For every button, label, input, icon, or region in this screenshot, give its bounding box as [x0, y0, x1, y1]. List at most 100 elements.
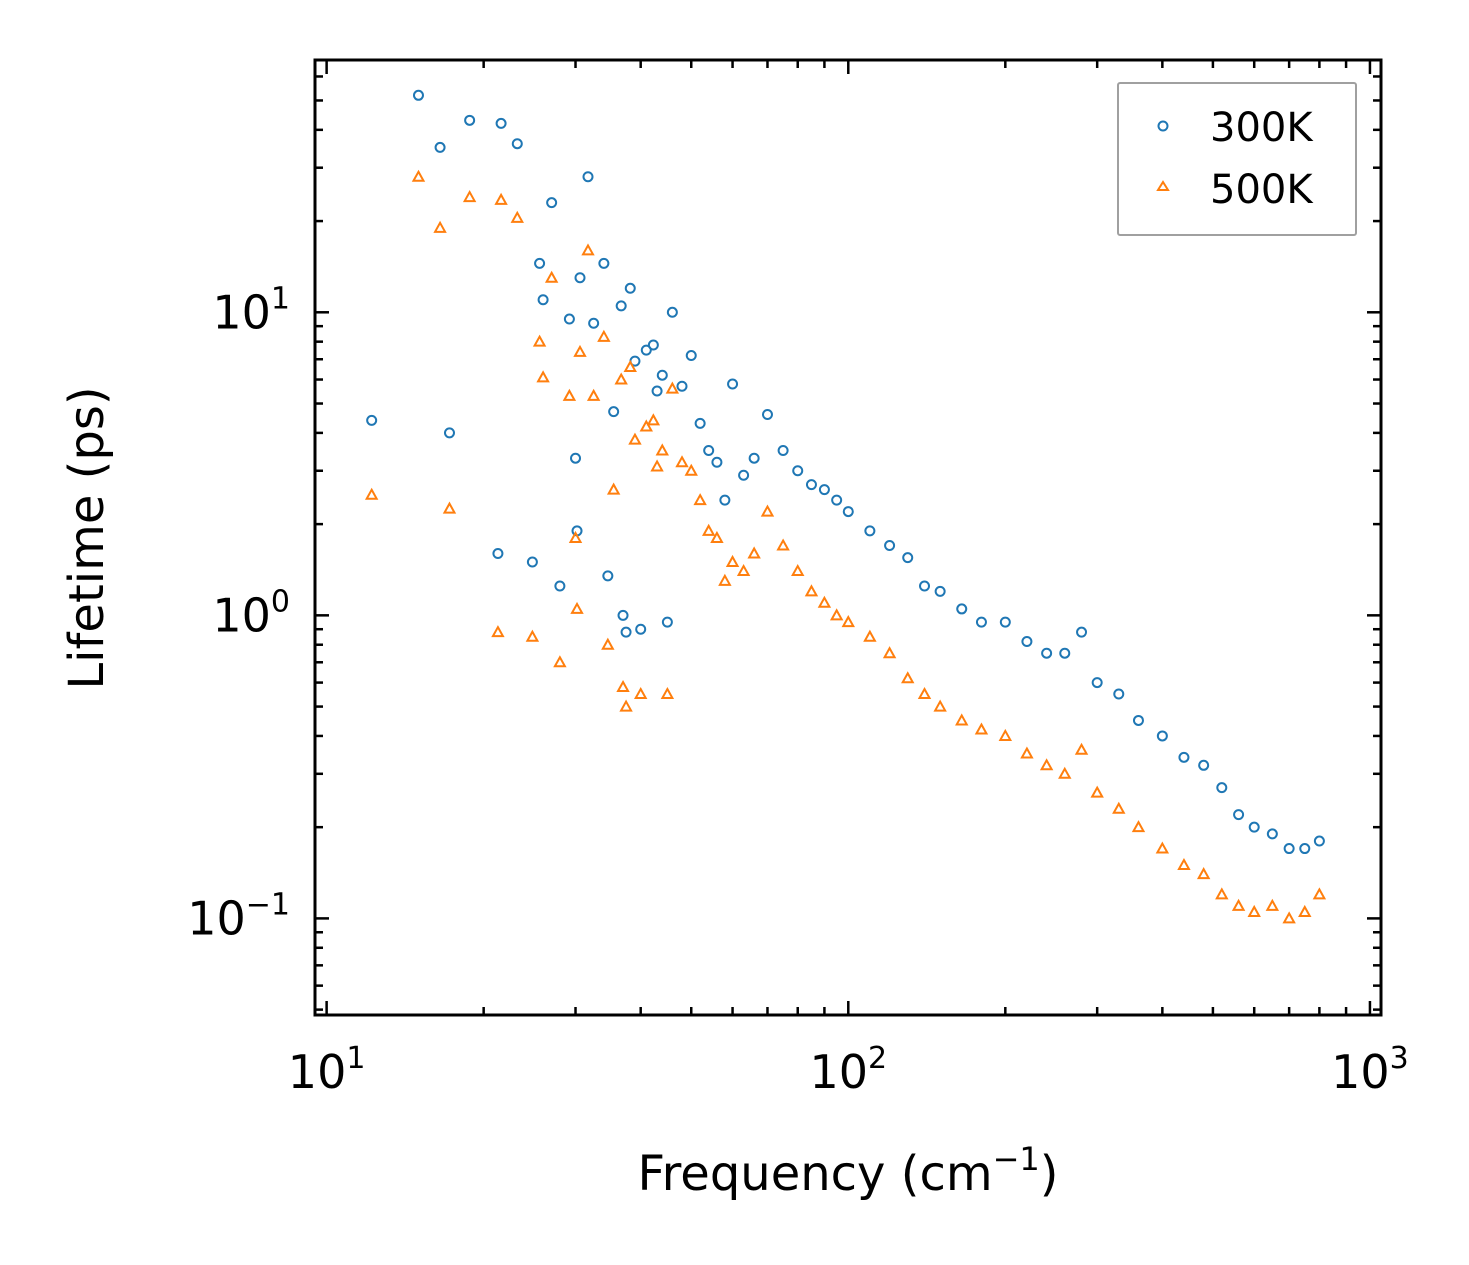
point-500K — [525, 629, 540, 642]
point-300K — [608, 406, 620, 418]
point-500K — [1247, 904, 1261, 917]
point-300K — [492, 547, 504, 559]
point-300K — [1299, 843, 1311, 855]
point-300K — [574, 272, 586, 284]
point-300K — [864, 525, 876, 537]
point-300K — [792, 465, 804, 477]
point-300K — [495, 117, 507, 129]
point-300K — [919, 580, 931, 592]
point-300K — [902, 552, 914, 564]
point-500K — [1312, 887, 1327, 900]
point-300K — [676, 380, 688, 392]
legend-marker-500k — [1156, 180, 1170, 191]
point-500K — [536, 370, 550, 383]
point-500K — [1112, 801, 1126, 814]
point-500K — [544, 270, 559, 283]
point-300K — [666, 306, 678, 318]
point-500K — [1215, 887, 1229, 900]
point-300K — [685, 350, 697, 362]
point-300K — [656, 369, 668, 381]
point-500K — [1282, 911, 1296, 924]
point-500K — [491, 625, 505, 638]
point-500K — [364, 487, 379, 500]
point-300K — [1248, 821, 1260, 833]
point-300K — [748, 452, 760, 464]
x-tick-label-exp: 2 — [868, 1041, 887, 1076]
point-500K — [955, 713, 969, 726]
point-300K — [1059, 647, 1071, 659]
point-500K — [532, 334, 547, 347]
point-500K — [933, 699, 947, 712]
point-500K — [597, 329, 611, 342]
point-500K — [1058, 766, 1072, 779]
point-500K — [665, 381, 680, 394]
point-500K — [562, 388, 577, 401]
point-500K — [633, 686, 648, 700]
point-300K — [761, 408, 773, 420]
x-tick-label: 103 — [1331, 1041, 1409, 1099]
point-300K — [1266, 828, 1278, 840]
point-500K — [693, 493, 707, 506]
point-300K — [537, 294, 549, 306]
point-500K — [1020, 746, 1034, 759]
point-500K — [606, 482, 621, 495]
point-300K — [805, 479, 817, 491]
point-300K — [1076, 626, 1088, 638]
point-500K — [628, 432, 642, 445]
point-500K — [573, 344, 587, 357]
point-300K — [554, 580, 566, 592]
point-500K — [901, 671, 915, 684]
point-300K — [582, 171, 594, 183]
y-tick-label: 101 — [212, 281, 290, 339]
point-500K — [817, 595, 832, 608]
point-300K — [975, 616, 987, 628]
point-300K — [647, 339, 659, 351]
legend-label-500k: 500K — [1210, 167, 1314, 213]
point-500K — [863, 629, 877, 642]
point-500K — [601, 637, 615, 650]
point-300K — [999, 616, 1011, 628]
point-500K — [718, 573, 732, 586]
point-500K — [623, 359, 637, 372]
point-500K — [462, 190, 477, 203]
point-500K — [655, 443, 669, 456]
x-tick-label: 102 — [809, 1041, 887, 1099]
point-300K — [956, 603, 968, 615]
x-axis-label-suffix: ) — [1040, 1146, 1059, 1202]
legend: 300K 500K — [1117, 82, 1357, 236]
point-300K — [1283, 843, 1295, 855]
point-300K — [1091, 677, 1103, 689]
x-tick-label-base: 10 — [809, 1045, 868, 1099]
y-tick-label: 10−1 — [187, 887, 290, 945]
legend-marker-300k — [1157, 120, 1169, 132]
data-points — [364, 89, 1327, 924]
point-300K — [1233, 809, 1245, 821]
point-300K — [1178, 751, 1190, 763]
point-300K — [511, 138, 523, 150]
point-500K — [1074, 742, 1089, 755]
x-tick-label-base: 10 — [1331, 1045, 1390, 1099]
point-300K — [588, 317, 600, 329]
point-300K — [703, 444, 715, 456]
point-300K — [1313, 835, 1325, 847]
point-300K — [534, 257, 546, 269]
point-300K — [1156, 730, 1168, 742]
point-500K — [725, 554, 740, 567]
point-300K — [366, 414, 378, 426]
point-300K — [615, 300, 627, 312]
point-300K — [546, 197, 558, 209]
point-300K — [1216, 782, 1228, 794]
y-axis-label: Lifetime (ps) — [59, 386, 115, 689]
point-500K — [553, 655, 567, 668]
point-500K — [570, 601, 584, 614]
x-axis-label-main: Frequency (cm — [637, 1146, 992, 1202]
point-500K — [1177, 857, 1191, 871]
y-tick-label: 100 — [212, 584, 290, 642]
point-300K — [563, 313, 575, 325]
x-tick-label-exp: 1 — [346, 1041, 365, 1076]
point-300K — [617, 609, 629, 621]
point-300K — [434, 141, 446, 153]
point-500K — [675, 455, 689, 468]
